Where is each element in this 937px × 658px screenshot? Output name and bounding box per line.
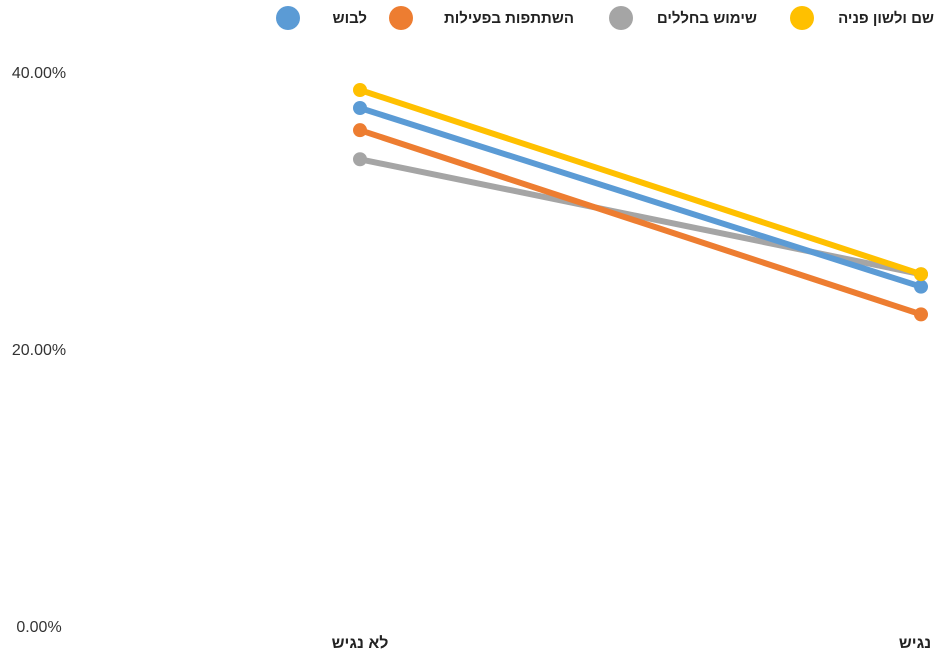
y-tick-label: 0.00% xyxy=(16,619,61,636)
legend-label: השתתפות בפעילות xyxy=(444,10,574,27)
y-tick-label: 40.00% xyxy=(12,65,66,82)
data-point xyxy=(914,307,928,322)
legend-label: שימוש בחללים xyxy=(657,10,757,27)
data-point xyxy=(353,101,367,116)
x-axis: לא נגיש נגיש xyxy=(332,634,932,652)
series-line xyxy=(357,127,924,318)
data-point xyxy=(353,152,367,167)
legend-item: לבוש xyxy=(276,6,367,30)
data-point xyxy=(914,279,928,294)
series-0 xyxy=(353,83,928,282)
series-line xyxy=(357,87,924,278)
legend-marker-icon xyxy=(609,6,633,30)
series-2 xyxy=(353,123,928,322)
legend: שם ולשון פניה שימוש בחללים השתתפות בפעילות… xyxy=(276,6,934,30)
y-tick-label: 20.00% xyxy=(12,342,66,359)
series-3 xyxy=(353,101,928,294)
series-line xyxy=(357,105,924,290)
legend-marker-icon xyxy=(790,6,814,30)
legend-label: שם ולשון פניה xyxy=(838,10,934,27)
data-point xyxy=(353,123,367,138)
x-tick-label: נגיש xyxy=(899,635,931,652)
legend-item: שימוש בחללים xyxy=(609,6,757,30)
legend-marker-icon xyxy=(389,6,413,30)
data-point xyxy=(914,267,928,282)
legend-marker-icon xyxy=(276,6,300,30)
x-tick-label: לא נגיש xyxy=(332,634,389,652)
y-axis: 0.00% 20.00% 40.00% xyxy=(12,65,66,636)
legend-item: שם ולשון פניה xyxy=(790,6,934,30)
data-point xyxy=(353,83,367,98)
legend-item: השתתפות בפעילות xyxy=(389,6,574,30)
series-layer xyxy=(353,83,928,322)
legend-label: לבוש xyxy=(333,10,367,27)
